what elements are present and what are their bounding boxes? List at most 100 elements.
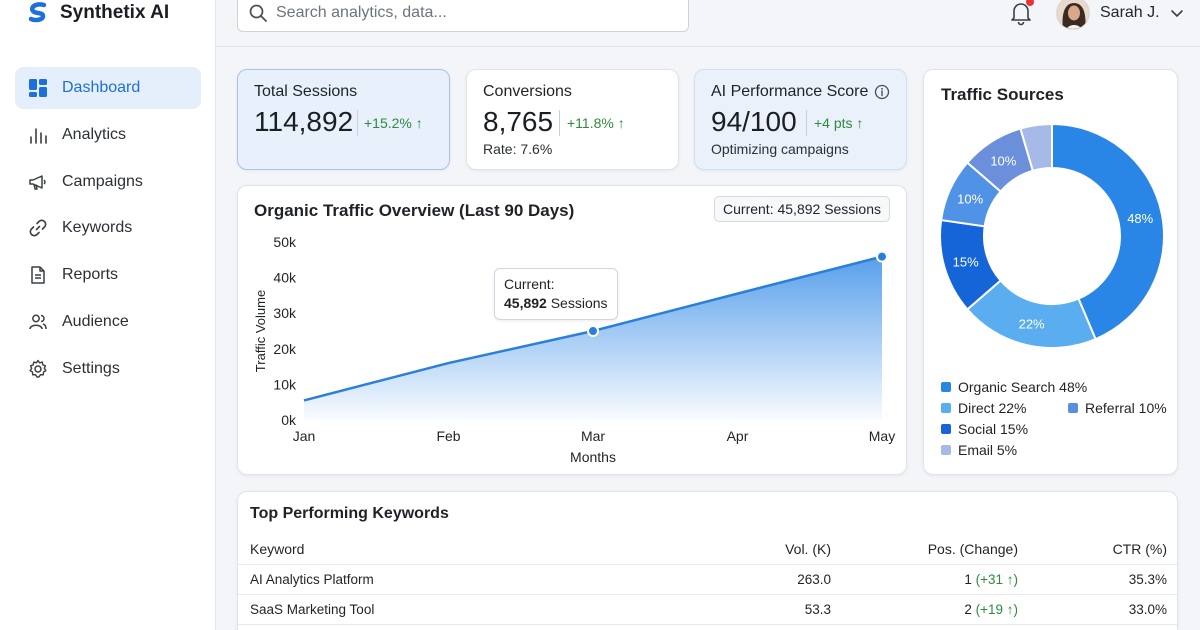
organic-traffic-chart: 0k 10k 20k 30k 40k 50k Jan Feb Mar Apr May Months Tr… xyxy=(253,234,895,465)
y-tick-label: 30k xyxy=(273,305,297,321)
data-point xyxy=(876,250,888,263)
position-change: (+31 ↑) xyxy=(975,572,1018,587)
table-row[interactable]: AI Analytics Platform 263.0 1 (+31 ↑) 35… xyxy=(238,564,1177,594)
search-input[interactable] xyxy=(276,4,676,22)
cell-position: 2 (+19 ↑) xyxy=(964,602,1018,617)
chart-tooltip: Current: 45,892 Sessions xyxy=(494,268,618,320)
stat-divider xyxy=(559,110,560,136)
legend-label: Direct 22% xyxy=(958,400,1027,416)
cell-keyword: AI Analytics Platform xyxy=(250,572,374,587)
sidebar-item-reports[interactable]: Reports xyxy=(15,254,201,296)
stat-card-conversions[interactable]: Conversions 8,765 +11.8% ↑ Rate: 7.6% xyxy=(466,69,679,170)
stat-card-ai-score[interactable]: AI Performance Score 94/100 +4 pts ↑ Opt… xyxy=(694,69,907,170)
stat-delta: +15.2% ↑ xyxy=(364,115,423,131)
gear-icon xyxy=(28,359,48,379)
sidebar-item-dashboard[interactable]: Dashboard xyxy=(15,67,201,109)
stat-value: 94/100 xyxy=(711,106,797,137)
data-point xyxy=(587,325,599,337)
current-sessions-badge: Current: 45,892 Sessions xyxy=(714,196,890,222)
x-tick-label: Apr xyxy=(727,428,749,444)
slice-label: 10% xyxy=(990,153,1016,168)
donut-slice xyxy=(1051,122,1165,341)
table-row-partial xyxy=(238,624,1177,630)
legend-swatch xyxy=(941,382,951,392)
logo-icon xyxy=(28,2,47,23)
header-volume[interactable]: Vol. (K) xyxy=(785,541,831,557)
bell-icon[interactable] xyxy=(1009,0,1033,26)
slice-label: 22% xyxy=(1019,317,1045,332)
legend-label: Social 15% xyxy=(958,421,1029,437)
legend-swatch xyxy=(941,403,951,413)
stat-value: 114,892 xyxy=(254,106,354,137)
x-tick-label: Feb xyxy=(436,428,460,444)
stat-value: 8,765 xyxy=(483,106,554,137)
cell-ctr: 35.3% xyxy=(1128,572,1167,587)
table-title: Top Performing Keywords xyxy=(250,505,449,522)
stat-subtext: Rate: 7.6% xyxy=(483,141,553,157)
legend-swatch xyxy=(941,424,951,434)
stat-label: Conversions xyxy=(483,83,572,100)
notification-badge xyxy=(1026,0,1034,6)
sidebar-item-label: Reports xyxy=(62,266,119,284)
area-fill xyxy=(304,256,882,420)
sidebar-item-label: Campaigns xyxy=(62,172,143,190)
avatar xyxy=(1056,0,1090,30)
header-position[interactable]: Pos. (Change) xyxy=(927,541,1018,557)
header-ctr[interactable]: CTR (%) xyxy=(1112,541,1167,557)
legend-label: Referral 10% xyxy=(1085,400,1167,416)
info-icon[interactable] xyxy=(874,84,890,100)
donut-slice xyxy=(1019,122,1053,172)
table-header: Keyword Vol. (K) Pos. (Change) CTR (%) xyxy=(238,534,1177,564)
cell-volume: 53.3 xyxy=(804,602,831,617)
stat-card-total-sessions[interactable]: Total Sessions 114,892 +15.2% ↑ xyxy=(237,69,450,170)
position-change: (+19 ↑) xyxy=(975,602,1018,617)
user-menu[interactable]: Sarah J. xyxy=(1056,0,1184,30)
tooltip-unit: Sessions xyxy=(546,295,608,311)
cell-volume: 263.0 xyxy=(797,572,831,587)
sidebar: Synthetix AI Dashboard Analytics Campaig… xyxy=(0,0,216,630)
megaphone-icon xyxy=(28,172,48,192)
stat-delta: +11.8% ↑ xyxy=(567,115,625,131)
y-tick-label: 20k xyxy=(273,341,297,357)
legend-label: Email 5% xyxy=(958,442,1018,458)
tooltip-label: Current: xyxy=(504,276,555,292)
sidebar-nav: Dashboard Analytics Campaigns Keywords R… xyxy=(15,67,201,395)
position-value: 2 xyxy=(964,602,972,617)
tooltip-value: 45,892 xyxy=(504,295,547,311)
legend-item-social: Social 15% xyxy=(941,421,1028,437)
table-row[interactable]: SaaS Marketing Tool 53.3 2 (+19 ↑) 33.0% xyxy=(238,594,1177,624)
stat-subtext: Optimizing campaigns xyxy=(711,141,849,157)
y-tick-label: 50k xyxy=(273,234,297,250)
brand[interactable]: Synthetix AI xyxy=(26,0,169,26)
header-keyword[interactable]: Keyword xyxy=(250,541,305,557)
sidebar-item-label: Settings xyxy=(62,359,120,377)
y-tick-label: 0k xyxy=(281,412,297,428)
sidebar-item-campaigns[interactable]: Campaigns xyxy=(15,161,201,203)
sidebar-item-label: Keywords xyxy=(62,219,133,237)
sidebar-item-settings[interactable]: Settings xyxy=(15,348,201,390)
sidebar-item-label: Audience xyxy=(62,312,129,330)
stat-label: AI Performance Score xyxy=(711,83,869,100)
chart-title: Traffic Sources xyxy=(941,85,1064,104)
stat-delta: +4 pts ↑ xyxy=(814,115,864,131)
sidebar-item-label: Dashboard xyxy=(62,79,141,96)
analytics-icon xyxy=(28,125,48,145)
stat-label: Total Sessions xyxy=(254,83,358,100)
cell-position: 1 (+31 ↑) xyxy=(964,572,1018,587)
y-axis-label: Traffic Volume xyxy=(253,290,268,372)
brand-name: Synthetix AI xyxy=(60,2,170,23)
cell-ctr: 33.0% xyxy=(1128,602,1167,617)
search-bar[interactable] xyxy=(237,0,689,32)
position-value: 1 xyxy=(964,572,972,587)
document-icon xyxy=(28,265,48,285)
y-tick-label: 40k xyxy=(273,270,297,286)
sidebar-item-keywords[interactable]: Keywords xyxy=(15,207,201,249)
x-tick-label: Mar xyxy=(581,428,605,444)
sidebar-item-analytics[interactable]: Analytics xyxy=(15,114,201,156)
link-icon xyxy=(28,218,48,238)
sidebar-item-audience[interactable]: Audience xyxy=(15,301,201,343)
legend-item-organic: Organic Search 48% xyxy=(941,379,1087,395)
topbar-divider xyxy=(216,46,1200,47)
legend-item-email: Email 5% xyxy=(941,442,1017,458)
traffic-sources-card: Traffic Sources 48% 22% 15% 10% 10% Organic … xyxy=(923,69,1178,475)
